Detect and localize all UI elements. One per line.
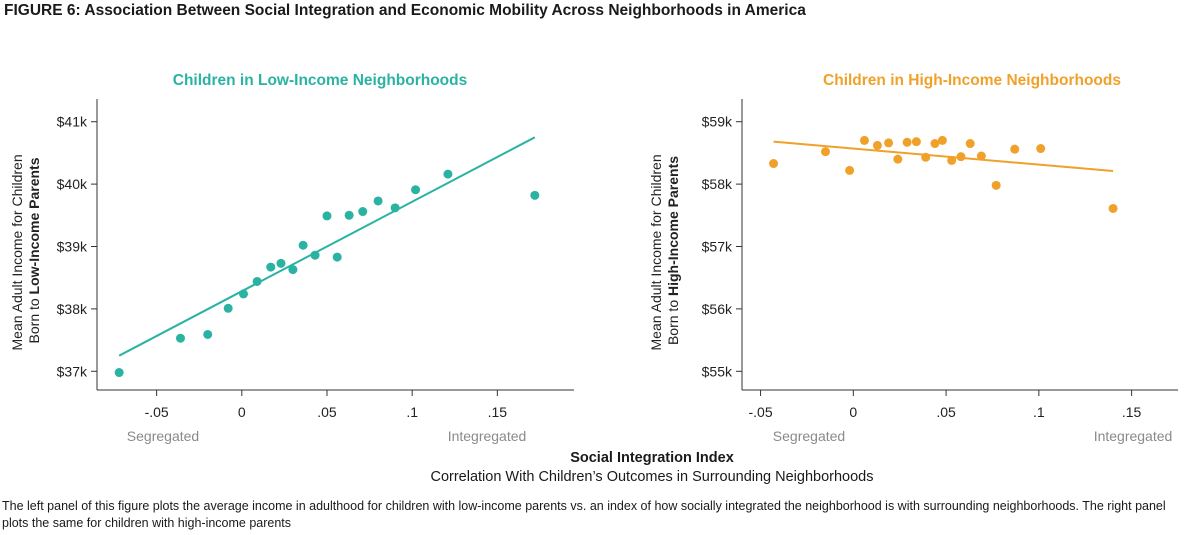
scatter-point xyxy=(175,333,185,343)
y-axis-label-high-income: Mean Adult Income for Children Born to H… xyxy=(648,151,681,351)
y-tick-label: $58k xyxy=(702,176,733,192)
scatter-point xyxy=(902,137,912,147)
marks-low-income xyxy=(114,136,540,378)
scatter-point xyxy=(390,203,400,213)
x-tick-label: .05 xyxy=(317,404,337,420)
figure-caption: The left panel of this figure plots the … xyxy=(2,499,1166,530)
scatter-point xyxy=(358,207,368,217)
scatter-point xyxy=(820,147,830,157)
scatter-point xyxy=(310,250,320,260)
scatter-point xyxy=(276,258,286,268)
x-high-label-high-income: Integregated xyxy=(1094,428,1173,444)
y-tick-label: $39k xyxy=(57,239,88,255)
x-low-label-high-income: Segregated xyxy=(773,428,845,444)
scatter-point xyxy=(884,138,894,148)
y-tick-label: $55k xyxy=(702,363,733,379)
scatter-point xyxy=(288,265,298,275)
scatter-point xyxy=(956,152,966,162)
x-tick-label: .15 xyxy=(488,404,508,420)
y-axis-label-line1: Mean Adult Income for Children xyxy=(648,154,664,350)
scatter-point xyxy=(769,159,779,169)
y-tick-label: $41k xyxy=(57,114,88,130)
scatter-point xyxy=(1036,144,1046,154)
scatter-point xyxy=(1010,144,1020,154)
y-tick-label: $56k xyxy=(702,301,733,317)
scatter-point xyxy=(203,329,213,339)
scatter-point xyxy=(443,169,453,179)
scatter-point xyxy=(266,262,276,272)
fit-line xyxy=(118,136,536,357)
scatter-point xyxy=(937,135,947,145)
y-axis-label-line2-prefix: Born to xyxy=(665,296,681,345)
panel-title-low-income: Children in Low-Income Neighborhoods xyxy=(173,72,468,89)
x-tick-label: 0 xyxy=(238,404,246,420)
scatter-point xyxy=(1108,203,1118,213)
y-tick-label: $59k xyxy=(702,114,733,130)
scatter-point xyxy=(411,185,421,195)
scatter-point xyxy=(114,368,124,378)
x-axis-subtitle: Correlation With Children’s Outcomes in … xyxy=(430,469,874,485)
scatter-point xyxy=(223,303,233,313)
scatter-point xyxy=(530,190,540,200)
panel-high-income: Children in High-Income Neighborhoods Me… xyxy=(648,72,1178,444)
scatter-point xyxy=(332,252,342,262)
y-axis-label-line1: Mean Adult Income for Children xyxy=(9,154,25,350)
y-tick-label: $37k xyxy=(57,363,88,379)
scatter-point xyxy=(322,211,332,221)
x-tick-label: .15 xyxy=(1122,404,1142,420)
y-tick-label: $57k xyxy=(702,239,733,255)
y-axis-label-line2-bold: Low-Income Parents xyxy=(26,157,42,294)
y-axis-label-line2-prefix: Born to xyxy=(26,294,42,343)
scatter-point xyxy=(893,154,903,164)
scatter-point xyxy=(965,139,975,149)
scatter-point xyxy=(845,165,855,175)
fit-line xyxy=(773,140,1114,173)
axes-high-income: $55k $56k $57k $58k $59k -.05 0 .05 .1 .15 xyxy=(702,99,1178,420)
scatter-point xyxy=(859,135,869,145)
x-tick-label: .1 xyxy=(406,404,418,420)
y-tick-label: $40k xyxy=(57,176,88,192)
x-high-label-low-income: Integregated xyxy=(448,428,527,444)
scatter-point xyxy=(930,139,940,149)
scatter-point xyxy=(252,276,262,286)
x-tick-label: -.05 xyxy=(748,404,772,420)
y-axis-label-line2-bold: High-Income Parents xyxy=(665,156,681,296)
x-low-label-low-income: Segregated xyxy=(127,428,199,444)
x-axis-title: Social Integration Index xyxy=(570,450,734,466)
y-tick-label: $38k xyxy=(57,301,88,317)
scatter-point xyxy=(947,155,957,165)
scatter-point xyxy=(298,240,308,250)
marks-high-income xyxy=(769,135,1118,213)
scatter-point xyxy=(373,196,383,206)
x-tick-label: -.05 xyxy=(145,404,169,420)
x-tick-label: 0 xyxy=(849,404,857,420)
axes-low-income: $37k $38k $39k $40k $41k -.05 0 .05 .1 .15 xyxy=(57,99,574,420)
scatter-point xyxy=(976,151,986,161)
scatter-point xyxy=(911,137,921,147)
panel-low-income: Children in Low-Income Neighborhoods Mea… xyxy=(9,72,574,444)
y-axis-label-low-income: Mean Adult Income for Children Born to L… xyxy=(9,151,42,351)
scatter-point xyxy=(344,210,354,220)
figure-title: FIGURE 6: Association Between Social Int… xyxy=(4,2,806,19)
scatter-point xyxy=(239,289,249,299)
panel-title-high-income: Children in High-Income Neighborhoods xyxy=(823,72,1121,89)
scatter-point xyxy=(872,140,882,150)
x-tick-label: .1 xyxy=(1033,404,1045,420)
scatter-point xyxy=(921,152,931,162)
scatter-point xyxy=(991,180,1001,190)
x-tick-label: .05 xyxy=(936,404,956,420)
